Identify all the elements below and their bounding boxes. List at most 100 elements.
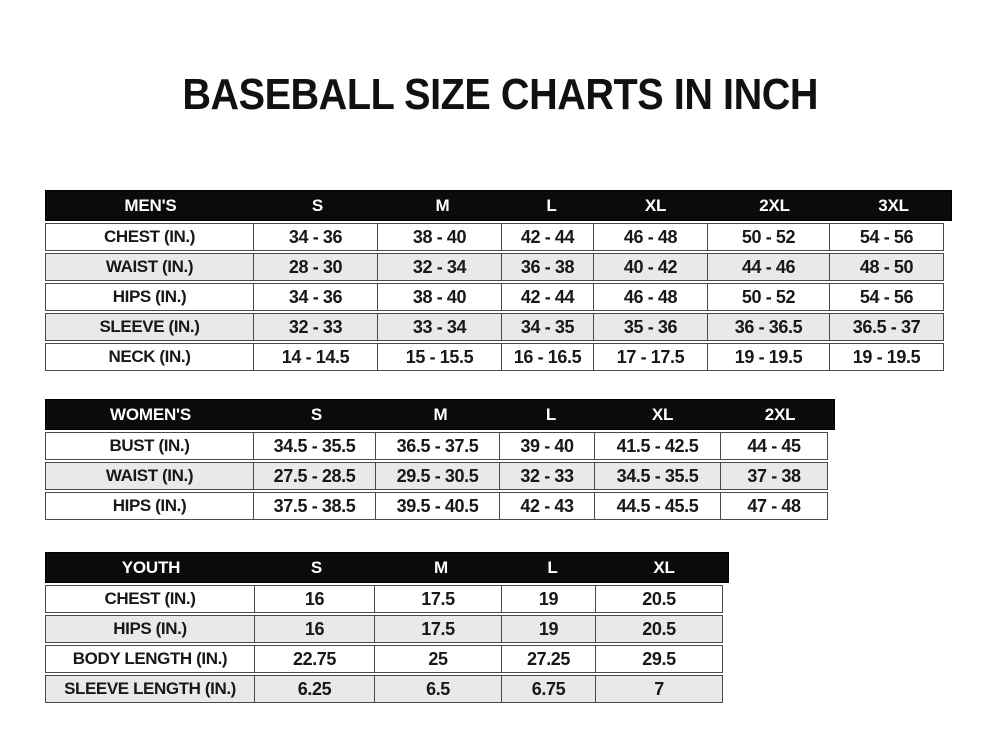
column-header-3xl: 3XL (878, 195, 909, 215)
mens-table-body: CHEST (IN.) 34 - 36 38 - 40 42 - 44 46 - 48 5… (45, 223, 952, 371)
row-label: CHEST (IN.) (45, 223, 254, 251)
youth-header-row: YOUTH S M L XL (45, 552, 729, 583)
size-cell: 40 - 42 (593, 253, 708, 281)
table-row: HIPS (IN.) 37.5 - 38.5 39.5 - 40.5 42 - 43 4… (45, 492, 835, 520)
column-header-2xl: 2XL (759, 195, 790, 215)
youth-size-table: YOUTH S M L XL CHEST (IN.) 16 17.5 19 20.5 HIPS (I… (45, 552, 729, 703)
table-row: CHEST (IN.) 16 17.5 19 20.5 (45, 585, 729, 613)
size-cell: 50 - 52 (707, 283, 830, 311)
table-row: NECK (IN.) 14 - 14.5 15 - 15.5 16 - 16.5 17 … (45, 343, 952, 371)
column-header-mens: MEN'S (124, 195, 177, 215)
column-header-xl: XL (651, 404, 674, 424)
size-cell: 38 - 40 (377, 283, 502, 311)
size-cell: 41.5 - 42.5 (594, 432, 721, 460)
womens-header-row: WOMEN'S S M L XL 2XL (45, 399, 835, 430)
size-cell: 48 - 50 (829, 253, 944, 281)
size-cell: 19 - 19.5 (707, 343, 830, 371)
column-header-l: L (546, 195, 557, 215)
row-label: WAIST (IN.) (45, 253, 254, 281)
size-cell: 39.5 - 40.5 (375, 492, 500, 520)
size-cell: 6.75 (501, 675, 596, 703)
row-label: NECK (IN.) (45, 343, 254, 371)
page-title: BASEBALL SIZE CHARTS IN INCH (182, 70, 818, 119)
row-label: HIPS (IN.) (45, 615, 255, 643)
size-cell: 54 - 56 (829, 223, 944, 251)
size-cell: 16 (254, 585, 375, 613)
size-cell: 19 - 19.5 (829, 343, 944, 371)
table-row: HIPS (IN.) 16 17.5 19 20.5 (45, 615, 729, 643)
size-cell: 32 - 34 (377, 253, 502, 281)
table-row: BODY LENGTH (IN.) 22.75 25 27.25 29.5 (45, 645, 729, 673)
size-cell: 25 (374, 645, 502, 673)
size-cell: 35 - 36 (593, 313, 708, 341)
column-header-s: S (310, 404, 323, 424)
column-header-s: S (311, 195, 324, 215)
size-cell: 20.5 (595, 615, 723, 643)
size-cell: 36.5 - 37.5 (375, 432, 500, 460)
column-header-m: M (434, 557, 448, 577)
size-cell: 36 - 38 (501, 253, 594, 281)
size-cell: 19 (501, 615, 596, 643)
size-cell: 17.5 (374, 585, 502, 613)
size-cell: 34 - 36 (253, 283, 378, 311)
size-cell: 29.5 (595, 645, 723, 673)
size-cell: 34.5 - 35.5 (253, 432, 376, 460)
column-header-2xl: 2XL (764, 404, 796, 424)
table-row: SLEEVE LENGTH (IN.) 6.25 6.5 6.75 7 (45, 675, 729, 703)
womens-size-table: WOMEN'S S M L XL 2XL BUST (IN.) 34.5 - 35.5 36.5… (45, 399, 835, 520)
size-cell: 15 - 15.5 (377, 343, 502, 371)
size-cell: 34 - 36 (253, 223, 378, 251)
table-row: WAIST (IN.) 27.5 - 28.5 29.5 - 30.5 32 - 33… (45, 462, 835, 490)
column-header-s: S (310, 557, 323, 577)
size-cell: 44.5 - 45.5 (594, 492, 721, 520)
size-cell: 44 - 46 (707, 253, 830, 281)
row-label: CHEST (IN.) (45, 585, 255, 613)
size-cell: 44 - 45 (720, 432, 828, 460)
size-cell: 34.5 - 35.5 (594, 462, 721, 490)
size-cell: 46 - 48 (593, 223, 708, 251)
size-cell: 19 (501, 585, 596, 613)
size-cell: 16 (254, 615, 375, 643)
size-cell: 39 - 40 (499, 432, 595, 460)
size-cell: 34 - 35 (501, 313, 594, 341)
size-cell: 47 - 48 (720, 492, 828, 520)
row-label: BUST (IN.) (45, 432, 254, 460)
size-cell: 17 - 17.5 (593, 343, 708, 371)
table-row: HIPS (IN.) 34 - 36 38 - 40 42 - 44 46 - 48 50… (45, 283, 952, 311)
mens-header-row: MEN'S S M L XL 2XL 3XL (45, 190, 952, 221)
table-row: CHEST (IN.) 34 - 36 38 - 40 42 - 44 46 - 48 5… (45, 223, 952, 251)
size-cell: 14 - 14.5 (253, 343, 378, 371)
size-cell: 22.75 (254, 645, 375, 673)
column-header-l: L (545, 404, 557, 424)
size-cell: 37 - 38 (720, 462, 828, 490)
size-cell: 32 - 33 (499, 462, 595, 490)
size-cell: 27.5 - 28.5 (253, 462, 376, 490)
size-cell: 16 - 16.5 (501, 343, 594, 371)
column-header-m: M (435, 195, 450, 215)
size-cell: 54 - 56 (829, 283, 944, 311)
size-cell: 50 - 52 (707, 223, 830, 251)
table-row: SLEEVE (IN.) 32 - 33 33 - 34 34 - 35 35 - 36… (45, 313, 952, 341)
column-header-xl: XL (653, 557, 675, 577)
row-label: SLEEVE LENGTH (IN.) (45, 675, 255, 703)
table-row: WAIST (IN.) 28 - 30 32 - 34 36 - 38 40 - 42 4… (45, 253, 952, 281)
column-header-youth: YOUTH (121, 557, 181, 577)
size-cell: 37.5 - 38.5 (253, 492, 376, 520)
size-cell: 36 - 36.5 (707, 313, 830, 341)
size-cell: 6.25 (254, 675, 375, 703)
size-cell: 32 - 33 (253, 313, 378, 341)
size-cell: 42 - 44 (501, 283, 594, 311)
row-label: SLEEVE (IN.) (45, 313, 254, 341)
size-cell: 42 - 43 (499, 492, 595, 520)
size-cell: 42 - 44 (501, 223, 594, 251)
row-label: HIPS (IN.) (45, 492, 254, 520)
page-title-wrap: BASEBALL SIZE CHARTS IN INCH (0, 70, 1000, 120)
size-cell: 38 - 40 (377, 223, 502, 251)
size-cell: 17.5 (374, 615, 502, 643)
column-header-xl: XL (644, 195, 667, 215)
row-label: HIPS (IN.) (45, 283, 254, 311)
size-cell: 46 - 48 (593, 283, 708, 311)
table-row: BUST (IN.) 34.5 - 35.5 36.5 - 37.5 39 - 40 4… (45, 432, 835, 460)
size-cell: 28 - 30 (253, 253, 378, 281)
size-cell: 6.5 (374, 675, 502, 703)
